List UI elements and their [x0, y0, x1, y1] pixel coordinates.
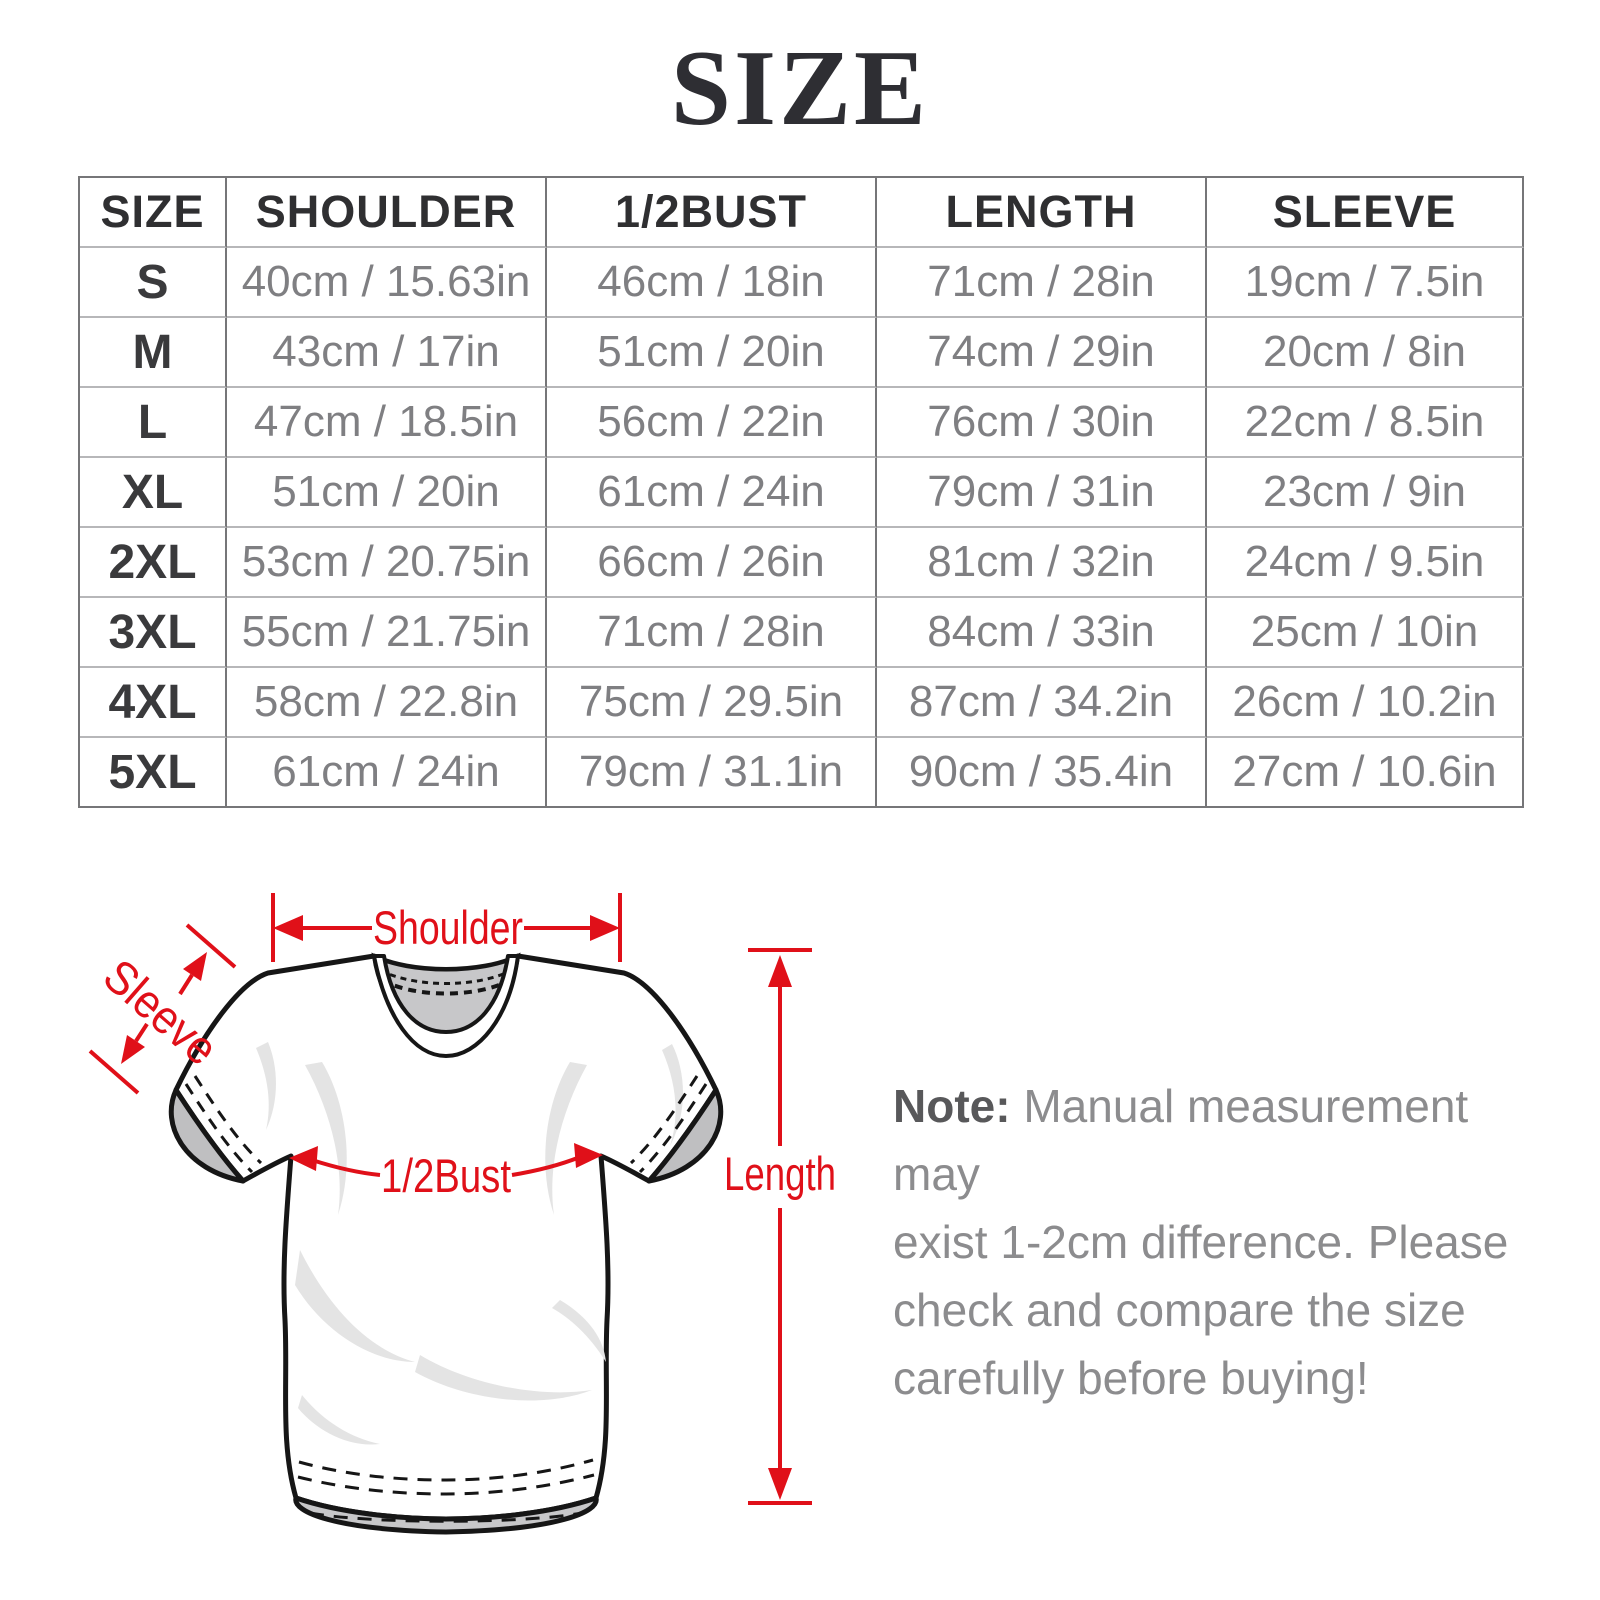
bust-value: 75cm / 29.5in	[547, 668, 877, 738]
size-label: XL	[80, 458, 227, 528]
page-title: SIZE	[670, 29, 930, 148]
shoulder-value: 43cm / 17in	[227, 318, 547, 388]
hem-stitch	[298, 1458, 594, 1482]
collar-band	[372, 954, 520, 1058]
table-row: S 40cm / 15.63in 46cm / 18in 71cm / 28in…	[80, 248, 1524, 318]
shoulder-value: 53cm / 20.75in	[227, 528, 547, 598]
sleeve-value: 20cm / 8in	[1207, 318, 1524, 388]
size-table: SIZE SHOULDER 1/2BUST LENGTH SLEEVE S 40…	[78, 176, 1524, 808]
bust-value: 66cm / 26in	[547, 528, 877, 598]
size-label: M	[80, 318, 227, 388]
shoulder-value: 55cm / 21.75in	[227, 598, 547, 668]
table-row: 4XL 58cm / 22.8in 75cm / 29.5in 87cm / 3…	[80, 668, 1524, 738]
sleeve-value: 23cm / 9in	[1207, 458, 1524, 528]
collar-stitch	[379, 968, 513, 985]
size-label: 3XL	[80, 598, 227, 668]
bust-value: 46cm / 18in	[547, 248, 877, 318]
table-row: 2XL 53cm / 20.75in 66cm / 26in 81cm / 32…	[80, 528, 1524, 598]
length-label: Length	[724, 1147, 836, 1200]
bust-value: 71cm / 28in	[547, 598, 877, 668]
size-label: 2XL	[80, 528, 227, 598]
bust-value: 79cm / 31.1in	[547, 738, 877, 808]
table-row: XL 51cm / 20in 61cm / 24in 79cm / 31in 2…	[80, 458, 1524, 528]
length-value: 87cm / 34.2in	[877, 668, 1207, 738]
length-value: 76cm / 30in	[877, 388, 1207, 458]
size-label: L	[80, 388, 227, 458]
length-value: 90cm / 35.4in	[877, 738, 1207, 808]
shoulder-value: 61cm / 24in	[227, 738, 547, 808]
note-line: check and compare the size	[893, 1284, 1466, 1336]
column-header-length: LENGTH	[877, 178, 1207, 248]
note-line: carefully before buying!	[893, 1352, 1369, 1404]
note-text: Manual measurement may	[893, 1080, 1469, 1200]
shoulder-value: 40cm / 15.63in	[227, 248, 547, 318]
bust-value: 56cm / 22in	[547, 388, 877, 458]
column-header-shoulder: SHOULDER	[227, 178, 547, 248]
sleeve-value: 24cm / 9.5in	[1207, 528, 1524, 598]
bust-value: 51cm / 20in	[547, 318, 877, 388]
size-label: 5XL	[80, 738, 227, 808]
length-value: 71cm / 28in	[877, 248, 1207, 318]
sleeve-label: Sleeve	[94, 949, 228, 1076]
wrinkle-shadows	[256, 1042, 683, 1445]
bust-value: 61cm / 24in	[547, 458, 877, 528]
size-label: 4XL	[80, 668, 227, 738]
hem-stitch	[309, 1511, 583, 1523]
shoulder-dimension-arrow	[271, 893, 622, 962]
column-header-bust: 1/2BUST	[547, 178, 877, 248]
note-line: Note: Manual measurement may	[893, 1072, 1513, 1208]
shoulder-value: 51cm / 20in	[227, 458, 547, 528]
note: Note: Manual measurement may exist 1-2cm…	[893, 1072, 1513, 1412]
table-row: 3XL 55cm / 21.75in 71cm / 28in 84cm / 33…	[80, 598, 1524, 668]
hem-stitch	[297, 1473, 595, 1496]
bust-dimension-arrow	[289, 1143, 603, 1177]
right-cuff-inner	[646, 1087, 724, 1184]
bust-label: 1/2Bust	[381, 1149, 511, 1202]
column-header-sleeve: SLEEVE	[1207, 178, 1524, 248]
left-cuff-inner	[168, 1087, 246, 1184]
note-line: exist 1-2cm difference. Please	[893, 1216, 1509, 1268]
table-row: 5XL 61cm / 24in 79cm / 31.1in 90cm / 35.…	[80, 738, 1524, 808]
sleeve-dimension-arrow	[88, 923, 237, 1095]
sleeve-value: 26cm / 10.2in	[1207, 668, 1524, 738]
sleeve-value: 25cm / 10in	[1207, 598, 1524, 668]
collar-stitch	[381, 978, 511, 996]
shoulder-value: 47cm / 18.5in	[227, 388, 547, 458]
length-value: 79cm / 31in	[877, 458, 1207, 528]
length-value: 81cm / 32in	[877, 528, 1207, 598]
hem-underside	[293, 1495, 599, 1535]
sleeve-value: 22cm / 8.5in	[1207, 388, 1524, 458]
table-row: L 47cm / 18.5in 56cm / 22in 76cm / 30in …	[80, 388, 1524, 458]
shoulder-value: 58cm / 22.8in	[227, 668, 547, 738]
length-dimension-arrow	[748, 948, 812, 1505]
tshirt-measure-diagram: Shoulder Sleeve 1/2Bust	[88, 893, 836, 1535]
sleeve-value: 27cm / 10.6in	[1207, 738, 1524, 808]
length-value: 84cm / 33in	[877, 598, 1207, 668]
shoulder-label: Shoulder	[373, 901, 523, 954]
table-row: M 43cm / 17in 51cm / 20in 74cm / 29in 20…	[80, 318, 1524, 388]
size-label: S	[80, 248, 227, 318]
table-header-row: SIZE SHOULDER 1/2BUST LENGTH SLEEVE	[80, 178, 1524, 248]
length-value: 74cm / 29in	[877, 318, 1207, 388]
note-label: Note:	[893, 1080, 1011, 1132]
sleeve-value: 19cm / 7.5in	[1207, 248, 1524, 318]
column-header-size: SIZE	[80, 178, 227, 248]
tshirt-illustration	[168, 952, 724, 1535]
